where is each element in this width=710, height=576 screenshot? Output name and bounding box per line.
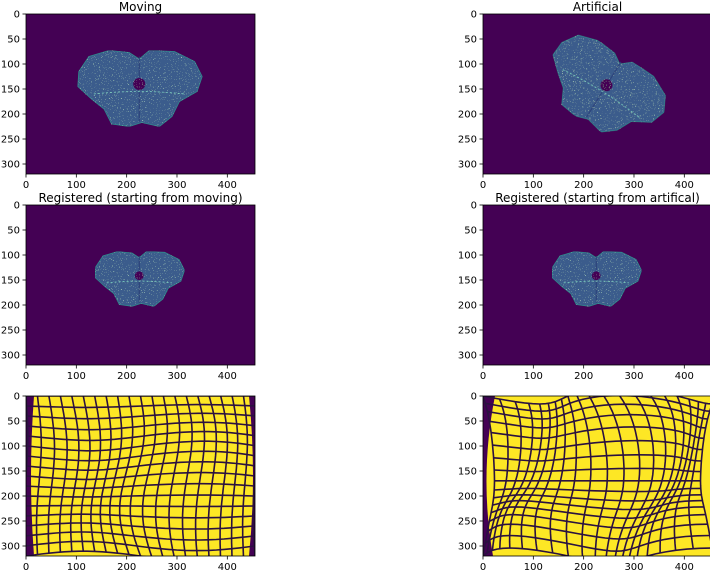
y-tick-label: 100 [1,60,20,71]
axes-frame [482,204,710,366]
deformation-grid [26,396,255,556]
x-tick-label: 100 [67,371,86,382]
x-tick-label: 300 [167,180,186,191]
x-tick-label: 200 [117,180,136,191]
panel-title: Registered (starting from artifical) [495,191,700,205]
y-tick-label: 100 [1,251,20,262]
x-tick-label: 0 [480,180,486,191]
y-tick-label: 200 [1,110,20,121]
panel-title: Artificial [573,0,622,14]
panel-5: 0 100 200 300 400 0 50 100 150 200 250 300 [1,392,256,573]
x-tick-label: 100 [67,180,86,191]
x-tick-label: 200 [117,371,136,382]
x-tick-label: 400 [675,562,694,573]
y-tick-label: 150 [1,276,20,287]
y-tick-label: 50 [7,226,20,237]
axes-frame [25,13,256,175]
y-tick-label: 50 [464,417,477,428]
x-tick-label: 200 [574,180,593,191]
tissue-slice [552,34,666,133]
y-tick-label: 150 [1,85,20,96]
y-tick-label: 200 [1,492,20,503]
x-tick-label: 400 [675,371,694,382]
panel-6: 0 100 200 300 400 0 50 100 150 200 250 300 [458,392,710,573]
x-tick-label: 200 [574,371,593,382]
y-tick-label: 250 [1,517,20,528]
panel-2: Artificial 0 100 200 300 400 0 50 100 150 200 250 30… [458,0,710,191]
y-tick-label: 150 [1,467,20,478]
panel-4: Registered (starting from artifical) 0 100… [458,191,710,382]
x-tick-label: 400 [218,180,237,191]
y-tick-label: 50 [464,226,477,237]
x-tick-label: 100 [524,180,543,191]
y-tick-label: 0 [14,201,20,212]
y-tick-label: 0 [14,392,20,403]
x-tick-label: 100 [524,562,543,573]
y-tick-label: 0 [471,201,477,212]
y-tick-label: 250 [1,326,20,337]
y-tick-label: 300 [458,160,477,171]
x-tick-label: 100 [524,371,543,382]
x-tick-label: 0 [480,562,486,573]
x-tick-label: 300 [167,562,186,573]
x-tick-label: 400 [218,371,237,382]
y-tick-label: 250 [458,135,477,146]
axes-frame [482,395,710,557]
y-tick-label: 250 [1,135,20,146]
y-tick-label: 50 [7,35,20,46]
deformation-grid [483,396,710,556]
panel-title: Moving [119,0,162,14]
x-tick-label: 200 [574,562,593,573]
axes-frame [25,395,256,557]
y-tick-label: 0 [471,10,477,21]
y-tick-label: 200 [1,301,20,312]
x-tick-label: 300 [624,562,643,573]
y-tick-label: 150 [458,467,477,478]
x-tick-label: 300 [167,371,186,382]
tissue-slice [77,50,203,127]
y-tick-label: 50 [7,417,20,428]
y-tick-label: 300 [458,351,477,362]
tissue-slice [94,251,185,307]
y-tick-label: 150 [458,276,477,287]
x-tick-label: 0 [23,371,29,382]
panel-title: Registered (starting from moving) [38,191,242,205]
y-tick-label: 250 [458,517,477,528]
y-tick-label: 50 [464,35,477,46]
x-tick-label: 0 [480,371,486,382]
y-tick-label: 0 [14,10,20,21]
x-tick-label: 100 [67,562,86,573]
y-tick-label: 250 [458,326,477,337]
x-tick-label: 400 [675,180,694,191]
y-tick-label: 200 [458,301,477,312]
y-tick-label: 150 [458,85,477,96]
x-tick-label: 200 [117,562,136,573]
x-tick-label: 300 [624,180,643,191]
x-tick-label: 400 [218,562,237,573]
x-tick-label: 0 [23,180,29,191]
y-tick-label: 200 [458,110,477,121]
panel-1: Moving 0 100 200 300 400 0 50 100 150 200 250 300 [1,0,256,191]
axes-frame [25,204,256,366]
y-tick-label: 0 [471,392,477,403]
x-tick-label: 0 [23,562,29,573]
y-tick-label: 300 [1,542,20,553]
tissue-slice [551,251,642,307]
y-tick-label: 300 [1,160,20,171]
y-tick-label: 100 [458,442,477,453]
x-tick-label: 300 [624,371,643,382]
y-tick-label: 100 [458,60,477,71]
y-tick-label: 300 [458,542,477,553]
axes-frame [482,13,710,175]
y-tick-label: 100 [458,251,477,262]
y-tick-label: 100 [1,442,20,453]
y-tick-label: 200 [458,492,477,503]
panel-3: Registered (starting from moving) 0 100 200… [1,191,256,382]
y-tick-label: 300 [1,351,20,362]
